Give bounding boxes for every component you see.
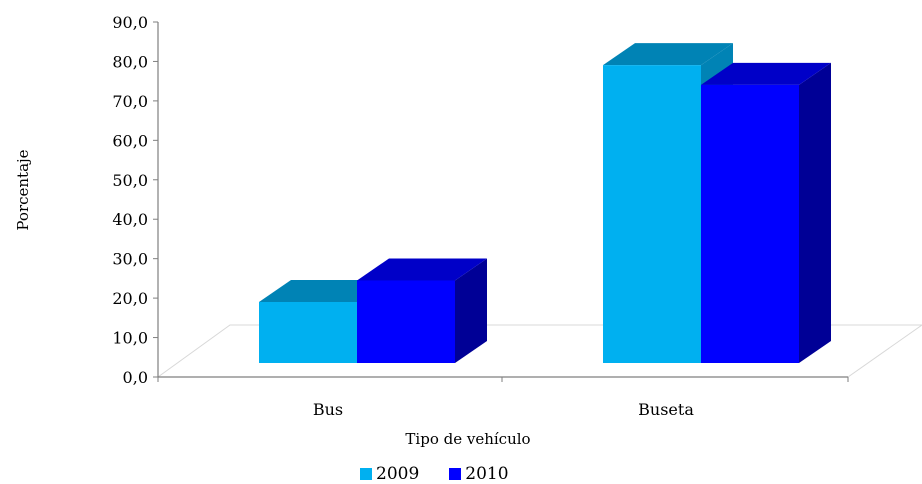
chart-axes	[153, 21, 849, 382]
y-tick-label: 10,0	[112, 329, 148, 348]
legend-swatch-2009	[360, 468, 372, 480]
bar-side-face	[799, 62, 831, 363]
legend-label-2010: 2010	[465, 464, 509, 484]
y-axis-title: Porcentaje	[14, 149, 32, 230]
bar-front-face	[259, 301, 357, 363]
y-tick-label: 60,0	[112, 131, 148, 150]
y-tick-label: 30,0	[112, 250, 148, 269]
y-tick-label: 20,0	[112, 289, 148, 308]
y-tick-label: 90,0	[112, 13, 148, 32]
y-tick-label: 70,0	[112, 92, 148, 111]
legend-item-2009: 2009	[360, 464, 419, 484]
bar-front-face	[357, 280, 455, 363]
bar-buseta-2010	[701, 62, 831, 363]
x-category-labels: Bus Buseta	[313, 400, 694, 419]
y-tick-label: 0,0	[123, 368, 148, 387]
y-tick-labels: 0,0 10,0 20,0 30,0 40,0 50,0 60,0 70,0 80,0 90,0	[112, 13, 148, 387]
bar-top-face	[603, 43, 733, 66]
legend-swatch-2010	[449, 468, 462, 480]
x-axis-title: Tipo de vehículo	[405, 430, 530, 448]
x-category-label: Bus	[313, 400, 343, 419]
bar-side-face	[455, 258, 487, 363]
x-category-label: Buseta	[638, 400, 694, 419]
y-tick-label: 40,0	[112, 210, 148, 229]
legend: 2009 2010	[360, 464, 539, 484]
chart-bars	[259, 43, 831, 363]
bar-front-face	[603, 65, 701, 363]
y-tick-label: 80,0	[112, 52, 148, 71]
bar-front-face	[701, 84, 799, 363]
bar-top-face	[701, 62, 831, 85]
bar-bus-2010	[357, 258, 487, 363]
legend-item-2010: 2010	[449, 464, 509, 484]
bar-top-face	[357, 258, 487, 281]
legend-label-2009: 2009	[376, 464, 420, 484]
y-tick-label: 50,0	[112, 171, 148, 190]
bar-top-face	[259, 279, 389, 302]
